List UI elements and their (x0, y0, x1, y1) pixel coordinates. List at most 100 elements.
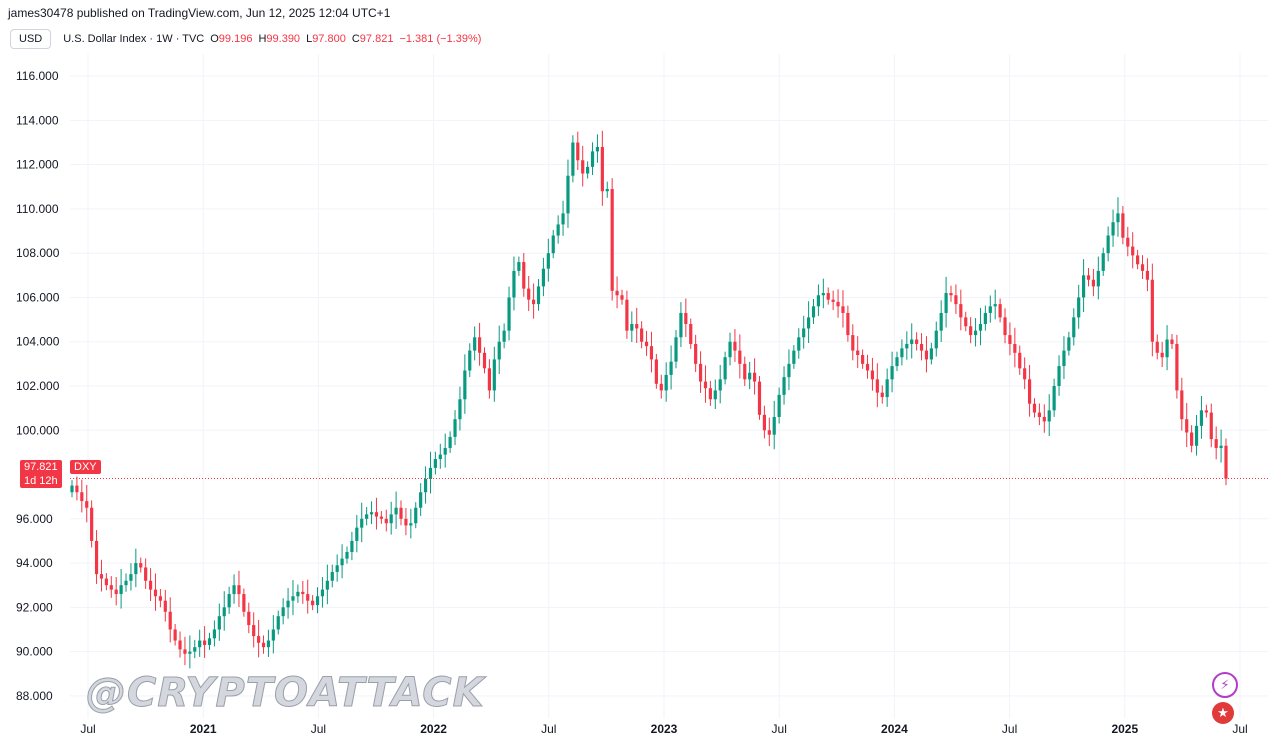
candle-body (261, 642, 266, 648)
candle-body (1096, 270, 1100, 287)
candle-body (983, 312, 987, 325)
lightning-icon[interactable]: ⚡ (1212, 672, 1238, 698)
us-flag-icon[interactable]: ★ (1212, 702, 1234, 724)
candle-body (748, 372, 752, 380)
candle-body (517, 262, 521, 271)
candle-body (743, 363, 747, 380)
candle-body (551, 235, 555, 254)
candle-body (561, 213, 565, 225)
candle-body (1101, 253, 1105, 271)
candle-body (433, 459, 437, 468)
y-tick-label: 116.000 (16, 69, 59, 83)
x-tick-label: 2022 (420, 722, 447, 736)
candle-body (232, 585, 236, 595)
price-tag-value: 97.821 (24, 461, 58, 473)
low-value: 97.800 (312, 33, 346, 45)
candle-body (654, 359, 658, 384)
candle-body (266, 640, 271, 648)
candle-body (482, 352, 487, 369)
chart-title: U.S. Dollar Index · 1W · TVC (63, 33, 205, 45)
candle-body (119, 585, 123, 595)
candle-body (1185, 419, 1189, 433)
candle-body (713, 390, 717, 400)
y-tick-label: 110.000 (16, 202, 59, 216)
candle-body (374, 512, 379, 517)
candle-body (536, 286, 541, 305)
candle-body (684, 312, 688, 325)
candle-body (384, 518, 388, 524)
candle-body (1081, 275, 1086, 298)
candle-body (1219, 445, 1223, 448)
candle-body (600, 146, 604, 192)
candle-body (163, 600, 167, 612)
candle-body (1160, 352, 1164, 358)
candle-body (856, 350, 860, 356)
candle-body (615, 290, 619, 296)
candle-body (689, 324, 693, 344)
candle-body (762, 414, 766, 431)
symbol-button[interactable]: USD (10, 29, 52, 49)
candle-body (905, 343, 909, 349)
candle-body (124, 580, 128, 586)
candle-body (890, 366, 894, 380)
candle-body (880, 392, 884, 398)
y-tick-label: 106.000 (16, 290, 60, 304)
candle-body (605, 189, 609, 192)
candle-body (934, 330, 938, 349)
candle-body (75, 485, 79, 493)
candle-body (806, 317, 811, 329)
candle-body (875, 379, 879, 393)
price-tag-countdown: 1d 12h (24, 475, 58, 487)
candle-body (438, 454, 442, 460)
candle-body (694, 343, 698, 364)
candle-body (355, 527, 359, 541)
y-tick-label: 104.000 (16, 335, 60, 349)
candle-body (703, 381, 708, 389)
candle-body (512, 270, 516, 298)
x-tick-label: Jul (1232, 722, 1247, 736)
candle-body (708, 388, 712, 400)
candle-body (1018, 352, 1022, 369)
candle-body (306, 594, 310, 601)
high-value: 99.390 (266, 33, 301, 45)
candle-body (1194, 425, 1199, 446)
candle-body (202, 640, 207, 645)
candle-body (993, 304, 997, 307)
candle-body (1106, 235, 1110, 254)
candle-body (94, 540, 99, 575)
high-key: H (258, 33, 267, 45)
candle-body (414, 507, 418, 524)
candle-body (816, 295, 821, 307)
candle-body (458, 399, 462, 420)
candle-body (168, 611, 172, 630)
candle-body (1145, 270, 1150, 280)
candle-body (139, 563, 143, 568)
candle-body (581, 160, 585, 174)
candle-body (129, 574, 133, 581)
candle-body (969, 326, 973, 336)
candle-body (428, 467, 433, 479)
candle-body (836, 301, 840, 307)
candle-body (85, 501, 89, 508)
x-tick-label: Jul (80, 722, 95, 736)
candle-body (134, 563, 138, 575)
candle-body (674, 337, 678, 362)
candle-body (831, 299, 835, 302)
candle-body (752, 372, 757, 382)
candle-body (566, 175, 570, 214)
candle-body (964, 317, 968, 327)
ticker-tag: DXY (70, 460, 101, 474)
candle-body (988, 306, 992, 313)
y-tick-label: 94.000 (16, 556, 53, 570)
candle-body (669, 361, 673, 375)
y-tick-label: 114.000 (16, 113, 59, 127)
candle-body (757, 381, 762, 415)
candle-body (340, 558, 344, 566)
candle-body (1136, 255, 1140, 265)
candle-body (158, 596, 162, 601)
candle-body (787, 363, 791, 378)
candle-body (311, 600, 315, 606)
x-tick-label: 2025 (1111, 722, 1138, 736)
candle-body (70, 485, 74, 493)
